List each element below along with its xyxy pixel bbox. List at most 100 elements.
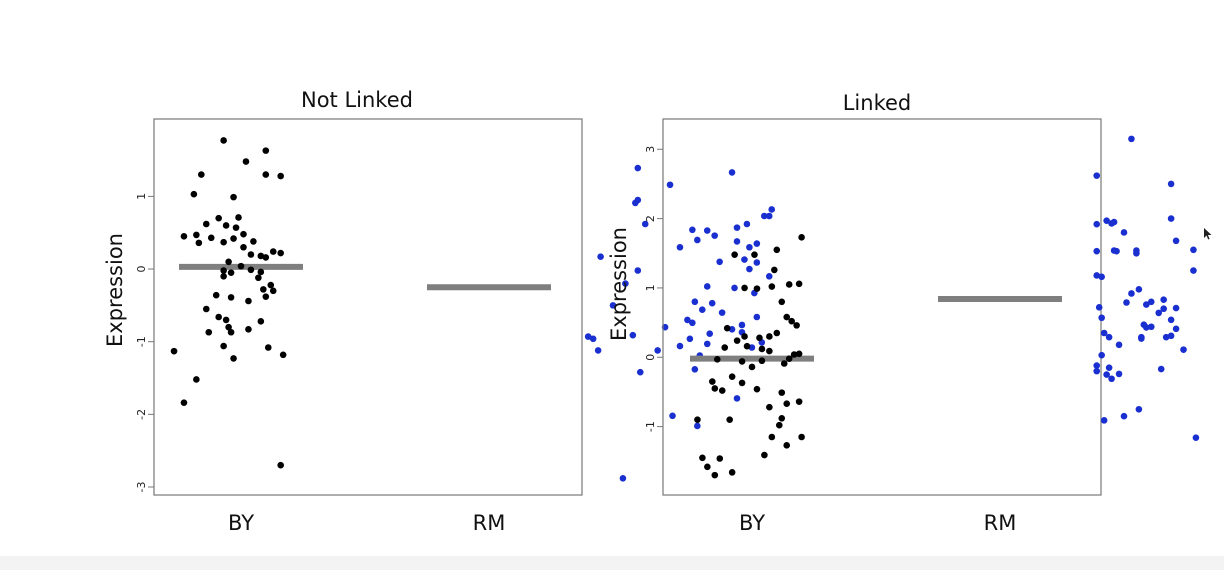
data-point [1103,217,1110,224]
data-point [726,416,733,423]
data-point [778,414,786,422]
data-point [180,233,188,240]
data-point [632,199,639,207]
data-point [260,286,267,293]
data-point [262,293,270,300]
data-point [220,267,227,274]
data-point [778,298,786,306]
data-point [654,347,661,354]
data-point [703,227,711,234]
data-point [262,171,270,178]
data-point [1105,333,1113,341]
data-point [765,273,773,280]
data-point [1135,286,1143,293]
data-point [1093,362,1101,369]
data-point [766,333,773,340]
data-point [267,281,275,289]
data-point [743,220,751,228]
data-point [1093,367,1101,375]
data-point [713,356,721,363]
data-point [1192,434,1200,441]
data-point [1123,299,1130,306]
data-point [240,243,247,251]
data-point [676,342,684,350]
data-point [746,265,753,273]
data-point [1093,220,1101,228]
data-point [741,256,748,263]
data-point [1135,405,1143,413]
data-point [733,238,741,245]
data-point [1147,323,1155,331]
data-point [202,305,210,313]
data-point [694,422,701,430]
data-point [1093,247,1101,255]
data-point [738,379,746,387]
data-point [1115,370,1123,378]
data-point [190,190,198,198]
y-tick-label: 1 [644,284,657,291]
data-point [753,385,761,393]
data-point [262,147,270,154]
data-point [783,442,791,449]
data-point [773,329,781,337]
data-point [795,398,803,405]
data-point [758,345,766,353]
data-point [760,212,768,220]
data-point [1172,237,1180,245]
data-point [279,351,287,359]
data-point [1120,412,1128,420]
data-point [215,313,222,321]
data-point [1133,249,1140,257]
data-point [634,164,642,172]
y-axis-label: Expression [103,233,127,347]
data-point [609,302,617,309]
data-point [1172,325,1180,333]
data-point [733,395,741,402]
data-point [1143,301,1150,308]
data-point [689,226,696,234]
data-point [694,416,701,423]
data-point [245,297,252,305]
data-point [230,235,237,242]
data-point [1138,335,1145,342]
data-point [795,280,803,288]
data-point [242,158,250,165]
data-point [753,240,761,247]
data-point [768,283,776,290]
data-point [207,234,215,242]
y-tick-label: -1 [644,421,657,432]
data-point [775,421,783,429]
data-point [738,321,746,329]
data-point [269,248,277,255]
data-point [689,319,696,327]
data-point [765,212,773,220]
data-points [694,135,1200,479]
data-point [1108,375,1115,383]
data-point [584,333,592,340]
data-point [706,330,714,338]
data-point [205,328,213,336]
data-point [1128,135,1135,143]
data-point [733,224,741,231]
data-point [686,335,694,343]
data-point [1160,305,1167,313]
x-category-label: RM [984,511,1017,535]
data-point [753,313,761,321]
data-point [220,137,227,144]
data-point [227,328,235,336]
data-point [793,322,800,329]
data-point [641,220,649,228]
data-point [721,344,729,351]
x-category-label: BY [228,511,254,535]
data-point [703,340,711,348]
data-point [235,214,242,221]
data-point [1167,332,1175,340]
data-point [269,287,277,295]
data-point [708,299,716,307]
data-point [691,366,699,373]
data-point [718,309,726,316]
data-point [758,357,766,365]
data-point [222,222,230,229]
y-tick-label: -2 [135,409,148,420]
data-point [790,351,798,358]
